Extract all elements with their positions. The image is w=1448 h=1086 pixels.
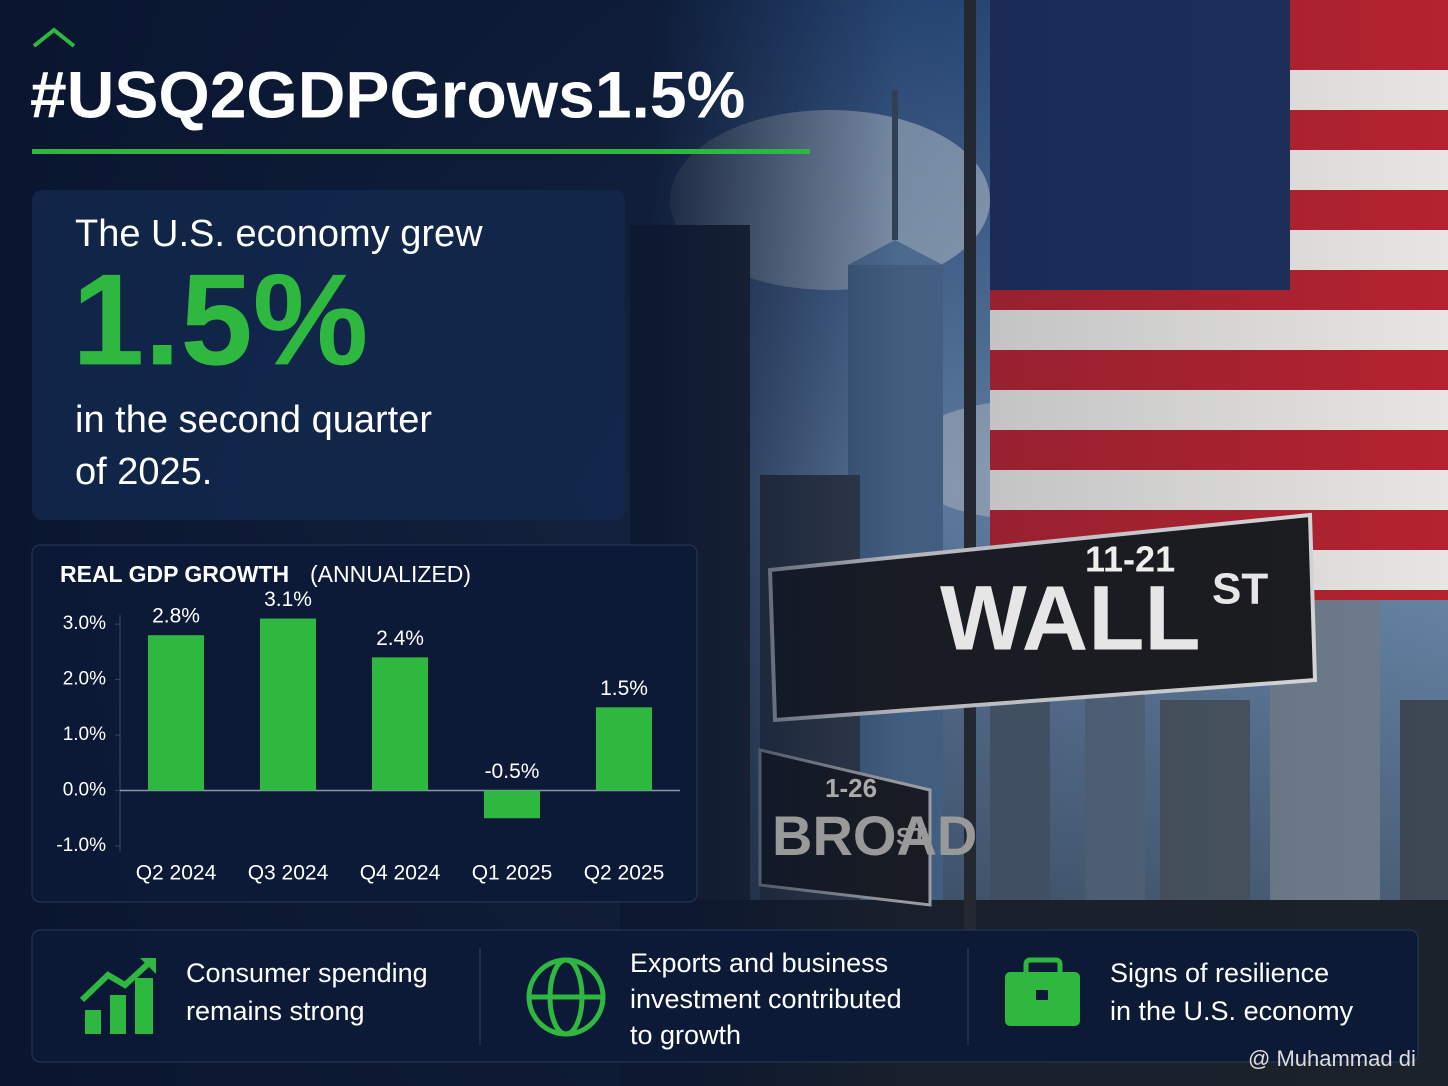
briefcase-icon [1005, 957, 1080, 1026]
sign-street: WALL [940, 567, 1201, 669]
footer-text: Signs of resilience [1110, 958, 1329, 988]
footer-text: to growth [630, 1020, 741, 1050]
bar [596, 707, 652, 791]
plot: 3.0% 2.0% 1.0% 0.0% -1.0% Q2 2024 2.8% Q3 2024 3… [56, 588, 680, 885]
value-label: 3.1% [264, 588, 312, 611]
x-tick-label: Q3 2024 [248, 862, 329, 885]
value-label: 1.5% [600, 677, 648, 700]
y-tick-label: 0.0% [63, 780, 106, 801]
bar [148, 635, 204, 791]
bar [484, 790, 540, 819]
sign-number: 1-26 [825, 773, 877, 803]
chart-title: REAL GDP GROWTH [60, 561, 289, 587]
sign-number: 11-21 [1085, 539, 1175, 580]
value-label: -0.5% [485, 760, 540, 783]
value-label: 2.4% [376, 627, 424, 650]
callout-figure: 1.5% [72, 246, 368, 392]
callout-box [32, 190, 625, 520]
callout-line: in the second quarter [75, 399, 432, 441]
sign-suffix: ST [1212, 565, 1268, 614]
sign-street: BROAD [772, 804, 977, 867]
headline: #USQ2GDPGrows1.5% [30, 57, 745, 131]
x-tick-label: Q2 2025 [584, 862, 665, 885]
x-tick-label: Q4 2024 [360, 862, 441, 885]
footer-text: investment contributed [630, 984, 902, 1014]
globe-icon [526, 957, 606, 1037]
callout-lead: The U.S. economy grew [75, 213, 483, 255]
bar [260, 618, 316, 791]
value-label: 2.8% [152, 605, 200, 628]
growth-icon [79, 958, 156, 1034]
footer-panel [31, 929, 1419, 1063]
x-tick-label: Q1 2025 [472, 862, 553, 885]
y-tick-label: 1.0% [63, 724, 106, 745]
headline-rule [32, 149, 810, 154]
callout-line: of 2025. [75, 451, 212, 493]
y-tick-label: -1.0% [56, 835, 106, 856]
footer-text: Exports and business [630, 948, 888, 978]
footer-text: Consumer spending [186, 958, 428, 988]
y-tick-label: 2.0% [63, 669, 106, 690]
watermark: @ Muhammad di [1248, 1046, 1416, 1071]
footer-text: in the U.S. economy [1110, 996, 1354, 1026]
chart-subtitle: (ANNUALIZED) [310, 561, 471, 587]
bar [372, 657, 428, 791]
footer-text: remains strong [186, 996, 365, 1026]
y-tick-label: 3.0% [63, 613, 106, 634]
sign-suffix: ST [896, 823, 927, 850]
x-tick-label: Q2 2024 [136, 862, 217, 885]
caret [32, 27, 76, 48]
